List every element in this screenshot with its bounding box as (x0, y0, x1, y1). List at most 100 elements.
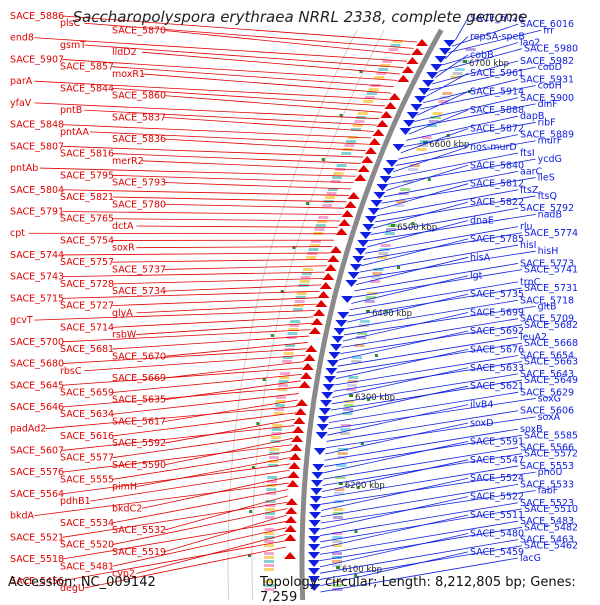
cog-feature-forward (264, 540, 274, 543)
cog-feature-forward (369, 88, 379, 91)
gene-label-reverse: frr (543, 25, 554, 36)
gene-label-forward: pntAA (60, 127, 90, 138)
gene-label-forward: SACE_5837 (112, 112, 166, 123)
cog-feature-forward (297, 292, 307, 295)
gene-label-forward: pntAb (10, 163, 38, 174)
reverse-gene (418, 88, 430, 95)
cog-feature-reverse (416, 148, 426, 151)
gene-label-reverse: SACE_5914 (470, 87, 524, 98)
gene-label-forward: SACE_5555 (60, 474, 114, 485)
genome-title: Saccharopolyspora erythraea NRRL 2338, c… (0, 8, 600, 26)
reverse-gene (318, 416, 330, 423)
forward-gene (299, 381, 311, 388)
forward-gene (295, 408, 307, 415)
gene-leader-line (112, 219, 340, 221)
gene-label-reverse: fabF (538, 486, 559, 497)
cog-feature-forward (318, 216, 328, 219)
gene-label-reverse: lacG (520, 553, 541, 564)
cog-feature-forward (378, 68, 388, 71)
tick-label: 6400 kbp (372, 309, 412, 319)
gene-leader-line (164, 183, 351, 189)
gene-label-forward: end8 (10, 33, 34, 44)
gene-label-forward: SACE_5634 (60, 409, 114, 420)
forward-gene (348, 192, 360, 199)
gene-label-reverse: dinF (538, 99, 558, 110)
reverse-gene (327, 360, 339, 367)
gene-label-forward: SACE_5564 (10, 489, 64, 500)
cog-feature-forward (303, 268, 313, 271)
reverse-gene (314, 448, 326, 455)
gene-label-forward: SACE_5607 (10, 445, 64, 456)
gene-label-forward: SACE_5577 (60, 453, 114, 464)
gene-leader-line (164, 419, 295, 443)
gene-label-forward: SACE_5757 (60, 257, 114, 268)
gene-label-forward: gsmT (60, 40, 86, 51)
cog-feature-forward (264, 552, 274, 555)
forward-gene (327, 255, 339, 262)
reverse-gene (309, 512, 321, 519)
position-dot (357, 486, 360, 489)
cog-feature-forward (341, 152, 351, 155)
gene-leader-line (62, 272, 324, 277)
gene-label-forward: SACE_5791 (10, 206, 64, 217)
gene-label-reverse: murF (538, 136, 563, 147)
gene-leader-line (62, 253, 330, 255)
reverse-gene (383, 168, 395, 175)
gene-label-forward: SACE_5534 (60, 518, 114, 529)
reverse-gene (426, 72, 438, 79)
cog-feature-reverse (455, 68, 465, 71)
gene-label-forward: SACE_5848 (10, 120, 64, 131)
tick-mark (336, 566, 340, 569)
position-dot (411, 222, 414, 225)
gene-label-forward: SACE_5793 (112, 178, 166, 189)
gene-leader-line (356, 257, 468, 284)
reverse-gene (334, 328, 346, 335)
gene-leader-line (62, 125, 371, 138)
forward-gene (325, 264, 337, 271)
reverse-gene (360, 232, 372, 239)
gene-label-reverse: SACE_5649 (524, 375, 578, 386)
reverse-gene (414, 96, 426, 103)
cog-feature-forward (322, 204, 332, 207)
gene-label-reverse: SACE_5668 (524, 338, 578, 349)
gene-label-reverse: SACE_5633 (470, 363, 524, 374)
cog-feature-forward (306, 256, 316, 259)
reverse-gene (439, 48, 451, 55)
gene-label-forward: SACE_5481 (60, 561, 114, 572)
cog-feature-forward (264, 564, 274, 567)
forward-gene (284, 552, 296, 559)
gene-label-reverse: soxA (538, 412, 561, 423)
forward-gene (365, 147, 377, 154)
reverse-gene (324, 376, 336, 383)
gene-label-forward: cpt (10, 228, 25, 239)
gene-label-reverse: ilvB4 (470, 400, 493, 411)
forward-gene (309, 327, 321, 334)
cog-feature-forward (315, 228, 325, 231)
gene-label-reverse: repSA-speB (470, 31, 525, 42)
gene-label-forward: yfaV (10, 98, 32, 109)
reverse-gene (357, 240, 369, 247)
gene-label-forward: SACE_5715 (10, 293, 64, 304)
cog-feature-forward (334, 172, 344, 175)
forward-gene (358, 165, 370, 172)
forward-gene (285, 525, 297, 532)
cog-feature-forward (266, 488, 276, 491)
gene-label-reverse: lgt (470, 271, 483, 282)
reverse-gene (352, 256, 364, 263)
gene-leader-line (142, 52, 400, 74)
gene-label-reverse: ribF (538, 117, 556, 128)
forward-gene (287, 480, 299, 487)
gene-label-reverse: cobH (538, 81, 562, 92)
cog-feature-forward (295, 300, 305, 303)
forward-gene (322, 273, 334, 280)
cog-feature-reverse (442, 92, 452, 95)
gene-label-forward: SACE_5765 (60, 214, 114, 225)
gene-label-forward: SACE_5795 (60, 170, 114, 181)
gene-leader-line (29, 233, 336, 234)
cog-feature-forward (374, 76, 384, 79)
gene-label-reverse: SACE_5785 (470, 234, 524, 245)
tick-mark (463, 60, 467, 63)
forward-gene (285, 516, 297, 523)
reverse-gene (403, 120, 415, 127)
reverse-gene (335, 320, 347, 327)
